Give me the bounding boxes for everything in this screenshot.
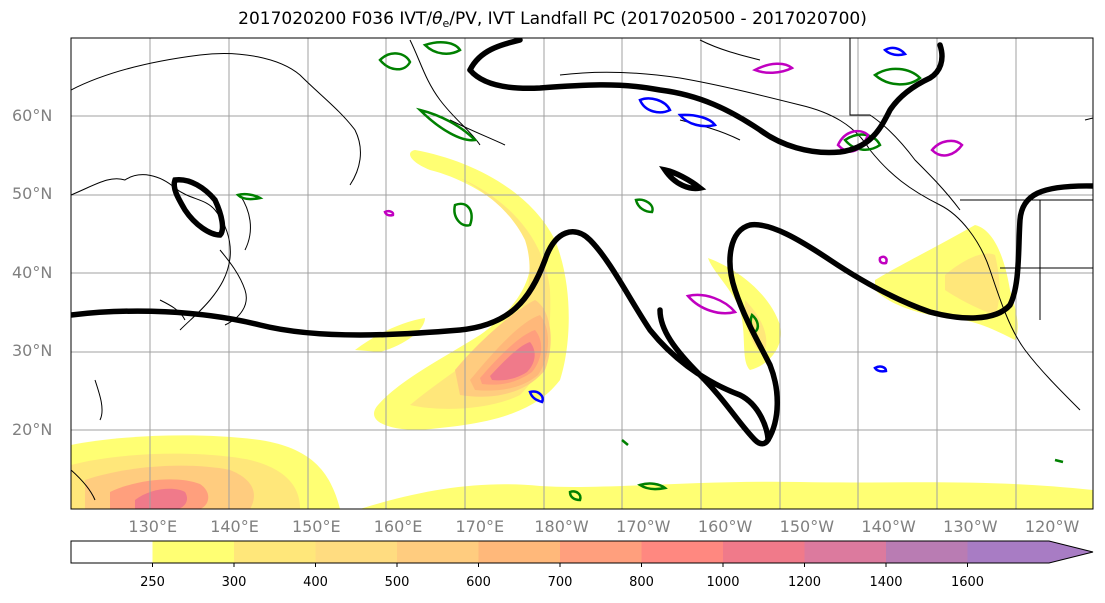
map-frame bbox=[70, 37, 1094, 510]
lon-tick-label: 130°W bbox=[943, 517, 998, 536]
lon-tick-label: 130°E bbox=[128, 517, 178, 536]
colorbar-tick-label: 1400 bbox=[869, 575, 903, 590]
colorbar-segment bbox=[804, 541, 887, 563]
lon-tick-label: 140°E bbox=[210, 517, 259, 536]
colorbar-segment bbox=[71, 541, 153, 563]
coastlines bbox=[71, 38, 1093, 501]
colorbar-tick-label: 400 bbox=[303, 575, 328, 590]
colorbar-tick-label: 500 bbox=[384, 575, 410, 590]
lon-tick-label: 160°W bbox=[697, 517, 753, 536]
colorbar-tick-label: 800 bbox=[629, 575, 654, 590]
colorbar-segment bbox=[967, 541, 1050, 563]
colorbar-segment bbox=[478, 541, 561, 563]
colorbar-tick-label: 250 bbox=[140, 575, 165, 590]
colorbar-segment bbox=[886, 541, 968, 563]
colorbar-tick-label: 300 bbox=[221, 575, 247, 590]
map-title: 2017020200 F036 IVT/θe/PV, IVT Landfall … bbox=[238, 9, 867, 30]
colorbar-segment bbox=[397, 541, 479, 563]
colorbar-segment bbox=[723, 541, 805, 563]
lon-tick-label: 170°E bbox=[455, 517, 505, 536]
lon-tick-label: 180°W bbox=[534, 517, 589, 536]
colorbar-tick-label: 1000 bbox=[706, 575, 740, 590]
lon-tick-label: 150°E bbox=[291, 517, 341, 536]
lon-tick-label: 140°W bbox=[861, 517, 916, 536]
colorbar-tick-label: 1200 bbox=[787, 575, 822, 590]
lat-tick-label: 40°N bbox=[12, 262, 53, 282]
lon-tick-label: 150°W bbox=[779, 517, 835, 536]
colorbar-segment bbox=[315, 541, 398, 563]
lat-tick-label: 30°N bbox=[12, 341, 53, 360]
colorbar-outline bbox=[70, 540, 1094, 564]
colorbar-segment bbox=[641, 541, 724, 563]
colorbar-tick-label: 600 bbox=[466, 575, 491, 590]
colorbar-tick-label: 1600 bbox=[950, 575, 985, 590]
colorbar bbox=[70, 540, 1094, 567]
colorbar-segment bbox=[152, 541, 235, 563]
lat-tick-label: 50°N bbox=[12, 184, 53, 203]
colorbar-tick-label: 700 bbox=[547, 575, 573, 590]
lon-tick-label: 160°E bbox=[373, 517, 423, 536]
lat-tick-label: 20°N bbox=[12, 419, 53, 439]
colorbar-segment bbox=[560, 541, 642, 563]
lon-tick-label: 120°W bbox=[1024, 517, 1080, 536]
colorbar-extend-arrow bbox=[1049, 541, 1093, 563]
lat-tick-label: 60°N bbox=[12, 105, 53, 125]
lon-tick-label: 170°W bbox=[616, 517, 671, 536]
pv-contour bbox=[71, 38, 1093, 447]
colorbar-segment bbox=[234, 541, 316, 563]
